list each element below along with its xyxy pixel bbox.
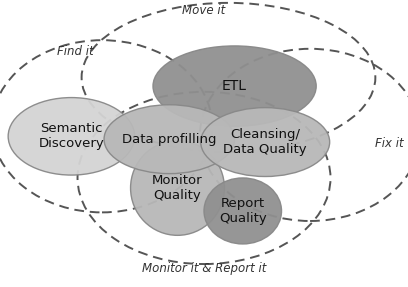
Ellipse shape [204,178,282,244]
Text: Fix it: Fix it [375,137,404,150]
Ellipse shape [131,141,224,235]
Ellipse shape [201,108,330,177]
Text: Cleansing/
Data Quality: Cleansing/ Data Quality [224,128,307,156]
Text: Report
Quality: Report Quality [219,197,267,225]
Text: Semantic
Discovery: Semantic Discovery [38,122,104,150]
Ellipse shape [104,105,235,174]
Text: Move it: Move it [182,3,226,17]
Text: Monitor it & Report it: Monitor it & Report it [142,262,266,275]
Text: Monitor
Quality: Monitor Quality [152,174,203,202]
Text: Find it: Find it [57,45,94,58]
Ellipse shape [8,98,135,175]
Text: ETL: ETL [222,79,247,93]
Text: Data profilling: Data profilling [122,133,217,146]
Ellipse shape [153,46,316,126]
